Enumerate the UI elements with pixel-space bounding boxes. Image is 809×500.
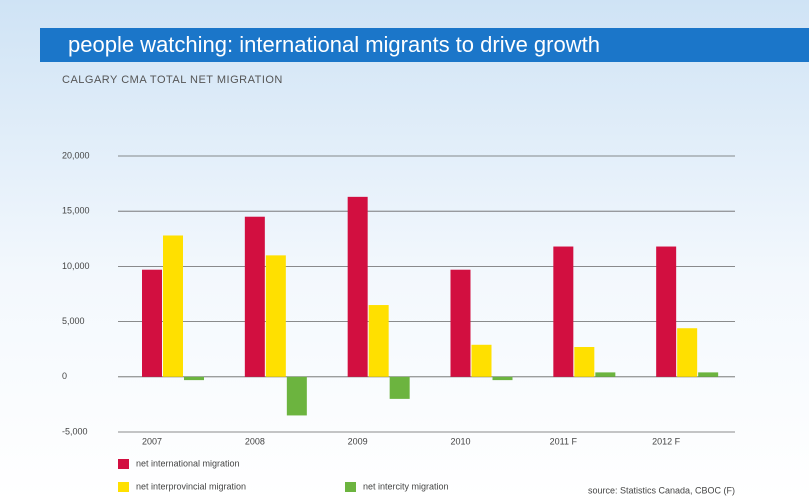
legend-swatch — [118, 459, 129, 469]
x-tick-label: 2011 F — [550, 436, 578, 446]
title-bar — [40, 28, 809, 62]
bar — [347, 196, 368, 377]
source-note: source: Statistics Canada, CBOC (F) — [588, 485, 735, 495]
chart-subtitle: CALGARY CMA TOTAL NET MIGRATION — [62, 74, 283, 86]
y-tick-label: 0 — [62, 371, 67, 381]
bar — [244, 216, 265, 377]
chart-title: people watching: international migrants … — [68, 32, 600, 57]
bar — [450, 269, 471, 377]
legend-label: net intercity migration — [363, 481, 449, 491]
bar — [595, 372, 616, 377]
y-tick-label: 10,000 — [62, 261, 90, 271]
x-tick-label: 2012 F — [652, 436, 681, 446]
bar — [142, 269, 162, 377]
legend-label: net interprovincial migration — [136, 481, 246, 491]
bar — [698, 372, 719, 377]
bar — [184, 376, 204, 381]
legend-label: net international migration — [136, 458, 240, 468]
legend-swatch — [345, 482, 356, 492]
x-tick-label: 2008 — [245, 436, 265, 446]
bar — [677, 328, 698, 377]
bar — [163, 235, 183, 377]
x-tick-label: 2010 — [450, 436, 470, 446]
legend-swatch — [118, 482, 129, 492]
bar — [553, 246, 574, 377]
bar — [656, 246, 677, 377]
x-tick-label: 2007 — [142, 436, 162, 446]
y-tick-label: 5,000 — [62, 316, 85, 326]
y-tick-label: 20,000 — [62, 150, 90, 160]
bar — [471, 344, 492, 377]
bar — [492, 376, 513, 381]
bar — [265, 255, 286, 377]
y-tick-label: -5,000 — [62, 426, 88, 436]
x-tick-label: 2009 — [348, 436, 368, 446]
y-tick-label: 15,000 — [62, 206, 90, 216]
bar — [286, 376, 307, 416]
bar — [368, 305, 389, 377]
bar — [389, 376, 410, 399]
bar — [574, 346, 595, 377]
